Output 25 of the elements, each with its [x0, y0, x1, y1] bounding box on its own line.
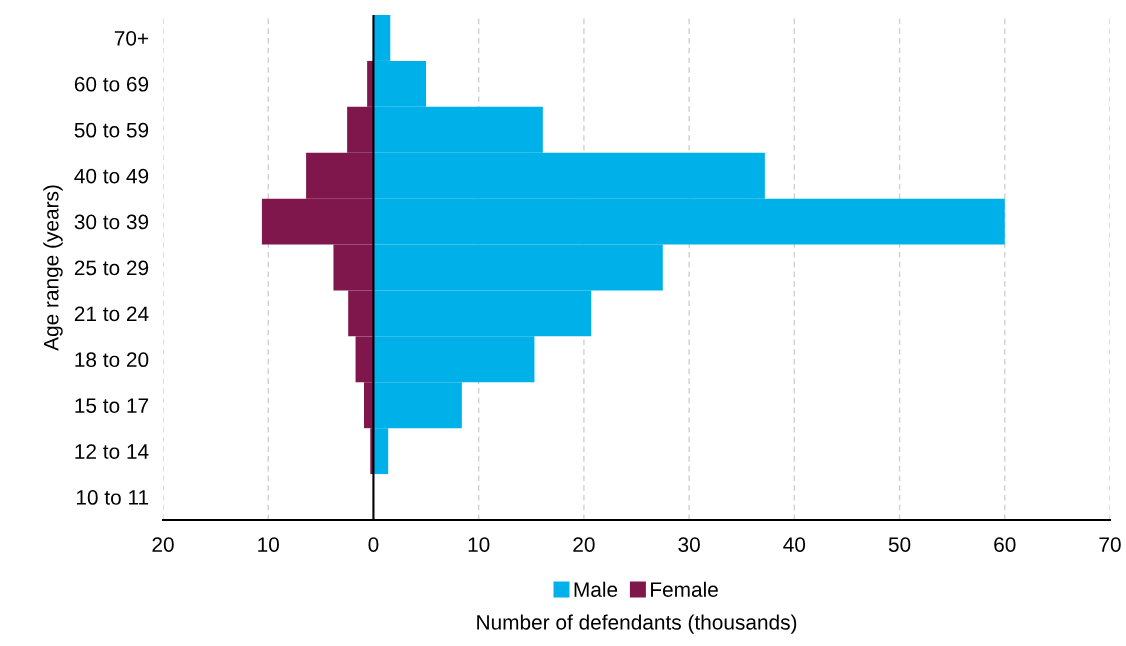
x-tick-label: 30: [678, 537, 700, 552]
y-tick-label: 25 to 29: [74, 260, 149, 276]
y-tick-label: 10 to 11: [76, 490, 149, 505]
legend-label: Female: [651, 581, 718, 597]
y-tick-label: 15 to 17: [75, 398, 149, 413]
x-tick-label: 20: [152, 537, 174, 552]
x-axis-title: Number of defendants (thousands): [477, 614, 797, 634]
y-tick-label: 18 to 20: [75, 352, 149, 368]
y-tick-label: 50 to 59: [74, 122, 149, 138]
y-tick-label: 21 to 24: [74, 306, 149, 322]
x-tick-label: 40: [783, 537, 806, 552]
y-tick-label: 60 to 69: [74, 76, 149, 92]
y-tick-label: 12 to 14: [75, 444, 149, 459]
x-tick-label: 50: [888, 537, 911, 552]
x-tick-label: 60: [994, 537, 1016, 552]
x-tick-label: 10: [258, 537, 279, 552]
y-tick-label: 30 to 39: [74, 214, 149, 230]
x-tick-label: 0: [368, 537, 379, 552]
x-tick-label: 10: [468, 537, 490, 552]
y-tick-label: 40 to 49: [74, 168, 149, 184]
x-tick-label: 70: [1099, 537, 1121, 552]
x-tick-label: 20: [573, 537, 595, 552]
y-tick-label: 70+: [114, 30, 149, 46]
y-axis-title: Age range (years): [43, 185, 63, 351]
legend-label: Male: [574, 581, 618, 597]
